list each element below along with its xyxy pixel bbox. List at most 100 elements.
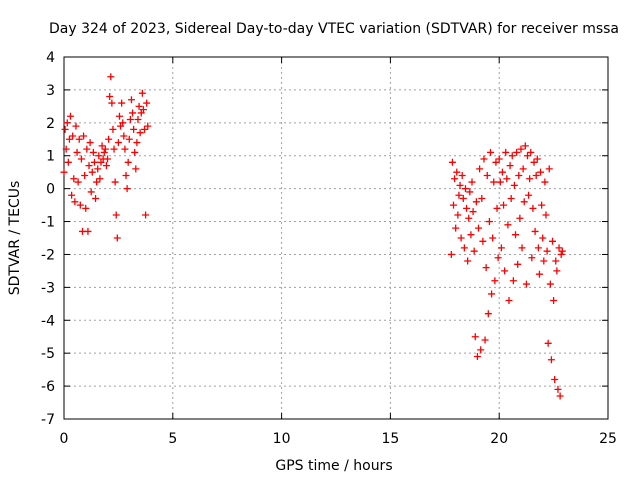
data-point-late-block	[520, 198, 528, 206]
plot-frame	[63, 56, 609, 420]
data-point-early-block	[136, 129, 144, 137]
data-point-late-block	[547, 356, 555, 364]
data-point-early-block	[106, 92, 114, 100]
data-point-late-block	[486, 148, 494, 156]
data-point-early-block	[72, 122, 80, 130]
x-tick-label: 0	[60, 431, 69, 447]
data-point-late-block	[493, 204, 501, 212]
data-point-late-block	[498, 168, 506, 176]
data-point-early-block	[94, 165, 102, 173]
data-point-early-block	[119, 119, 127, 127]
axis-ticks	[63, 56, 609, 420]
data-point-late-block	[501, 267, 509, 275]
data-point-late-block	[507, 195, 515, 203]
data-point-late-block	[452, 224, 460, 232]
data-point-late-block	[514, 260, 522, 268]
y-tick-label: -3	[41, 280, 55, 296]
data-point-early-block	[110, 145, 118, 153]
data-point-early-block	[130, 125, 138, 133]
data-point-early-block	[65, 135, 73, 143]
data-point-early-block	[93, 178, 101, 186]
data-point-late-block	[531, 227, 539, 235]
data-point-late-block	[538, 201, 546, 209]
data-point-late-block	[502, 148, 510, 156]
data-point-early-block	[81, 171, 89, 179]
data-point-late-block	[505, 297, 513, 305]
data-point-early-block	[101, 145, 109, 153]
data-point-early-block	[85, 162, 93, 170]
data-point-late-block	[535, 270, 543, 278]
y-tick-label: 4	[46, 50, 55, 66]
data-point-early-block	[126, 116, 134, 124]
y-tick-label: 2	[46, 116, 55, 132]
data-point-late-block	[528, 254, 536, 262]
data-point-early-block	[60, 168, 68, 176]
data-point-late-block	[481, 336, 489, 344]
data-point-late-block	[534, 244, 542, 252]
data-point-late-block	[476, 165, 484, 173]
data-point-early-block	[135, 102, 143, 110]
data-point-late-block	[478, 195, 486, 203]
data-point-early-block	[141, 125, 149, 133]
data-point-early-block	[102, 162, 110, 170]
data-point-early-block	[84, 227, 92, 235]
data-point-late-block	[470, 247, 478, 255]
data-point-early-block	[63, 119, 71, 127]
data-point-late-block	[458, 171, 466, 179]
data-point-late-block	[525, 191, 533, 199]
data-point-early-block	[124, 158, 132, 166]
data-point-late-block	[545, 165, 553, 173]
x-tick-label: 15	[381, 431, 399, 447]
data-point-late-block	[451, 175, 459, 183]
data-point-early-block	[108, 99, 116, 107]
data-point-early-block	[70, 175, 78, 183]
data-point-early-block	[98, 142, 106, 150]
data-point-late-block	[491, 277, 499, 285]
data-point-early-block	[104, 155, 112, 163]
y-tick-labels: -7 -6 -5 -4 -3 -2 -1 0 1 2 3 4	[41, 50, 55, 428]
data-point-late-block	[532, 171, 540, 179]
grid-lines	[64, 57, 608, 419]
data-points	[60, 73, 566, 400]
data-point-early-block	[80, 132, 88, 140]
data-point-early-block	[64, 158, 72, 166]
data-point-late-block	[508, 152, 516, 160]
data-point-late-block	[544, 339, 552, 347]
data-point-early-block	[109, 125, 117, 133]
data-point-early-block	[121, 145, 129, 153]
y-tick-label: 3	[46, 83, 55, 99]
data-point-early-block	[118, 99, 126, 107]
data-point-late-block	[558, 247, 566, 255]
data-point-late-block	[522, 280, 530, 288]
y-tick-label: -1	[41, 215, 55, 231]
x-tick-labels: 0 5 10 15 20 25	[60, 431, 617, 447]
data-point-late-block	[468, 178, 476, 186]
data-point-early-block	[68, 191, 76, 199]
data-point-late-block	[539, 234, 547, 242]
data-point-late-block	[500, 201, 508, 209]
data-point-late-block	[475, 224, 483, 232]
data-point-late-block	[496, 178, 504, 186]
data-point-late-block	[480, 155, 488, 163]
data-point-late-block	[557, 250, 565, 258]
data-point-early-block	[111, 178, 119, 186]
y-axis-label: SDTVAR / TECUs	[7, 181, 23, 296]
data-point-late-block	[483, 171, 491, 179]
data-point-late-block	[484, 310, 492, 318]
data-point-late-block	[473, 352, 481, 360]
data-point-early-block	[61, 125, 69, 133]
data-point-early-block	[86, 139, 94, 147]
data-point-late-block	[527, 148, 535, 156]
data-point-early-block	[77, 155, 85, 163]
data-point-late-block	[461, 185, 469, 193]
data-point-late-block	[542, 211, 550, 219]
data-point-late-block	[540, 257, 548, 265]
data-point-late-block	[469, 208, 477, 216]
y-tick-label: -2	[41, 247, 55, 263]
data-point-late-block	[529, 204, 537, 212]
y-tick-label: -6	[41, 379, 55, 395]
data-point-late-block	[482, 264, 490, 272]
data-point-late-block	[448, 158, 456, 166]
data-point-early-block	[87, 188, 95, 196]
data-point-early-block	[127, 96, 135, 104]
